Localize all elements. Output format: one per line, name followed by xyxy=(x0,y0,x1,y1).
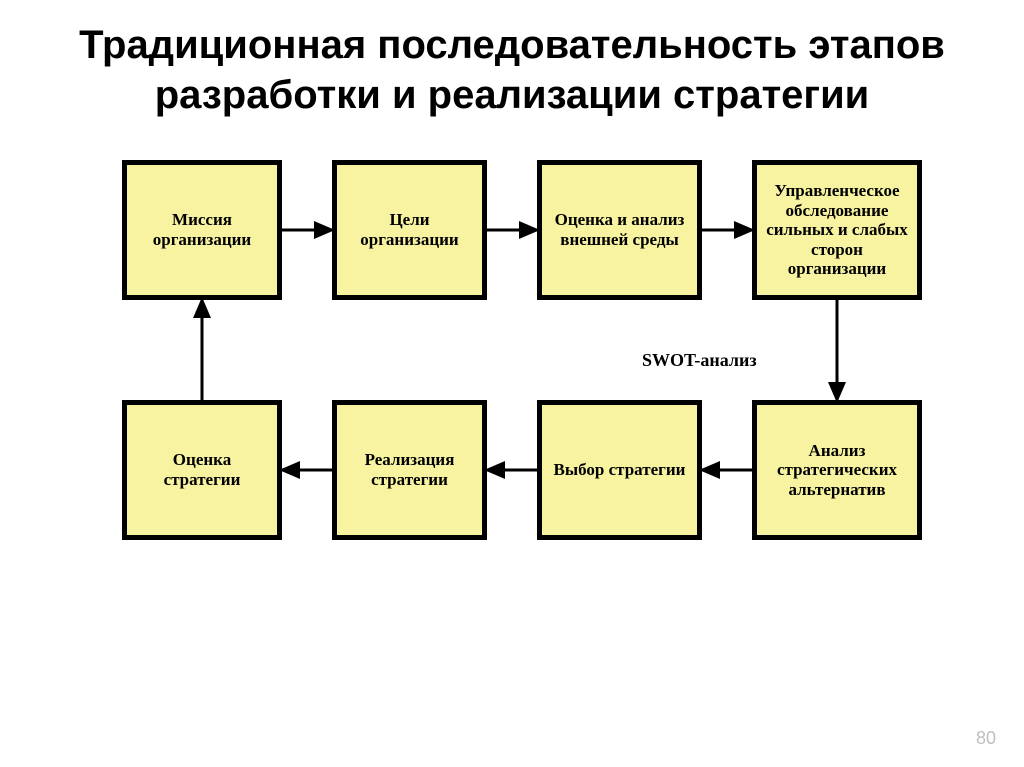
flow-node-n2: Цели организации xyxy=(332,160,487,300)
page-title: Традиционная последовательность этапов р… xyxy=(0,0,1024,130)
flow-node-n8: Оценка стратегии xyxy=(122,400,282,540)
flow-node-n4: Управленческое обследование сильных и сл… xyxy=(752,160,922,300)
flow-node-n1: Миссия организации xyxy=(122,160,282,300)
flow-node-n5: Анализ стратегических альтернатив xyxy=(752,400,922,540)
swot-label: SWOT-анализ xyxy=(642,350,757,371)
page-number: 80 xyxy=(976,728,996,749)
flowchart: Миссия организации Цели организации Оценка… xyxy=(102,140,922,560)
flow-node-n6: Выбор стратегии xyxy=(537,400,702,540)
flow-node-n3: Оценка и анализ внешней среды xyxy=(537,160,702,300)
flow-node-n7: Реализация стратегии xyxy=(332,400,487,540)
